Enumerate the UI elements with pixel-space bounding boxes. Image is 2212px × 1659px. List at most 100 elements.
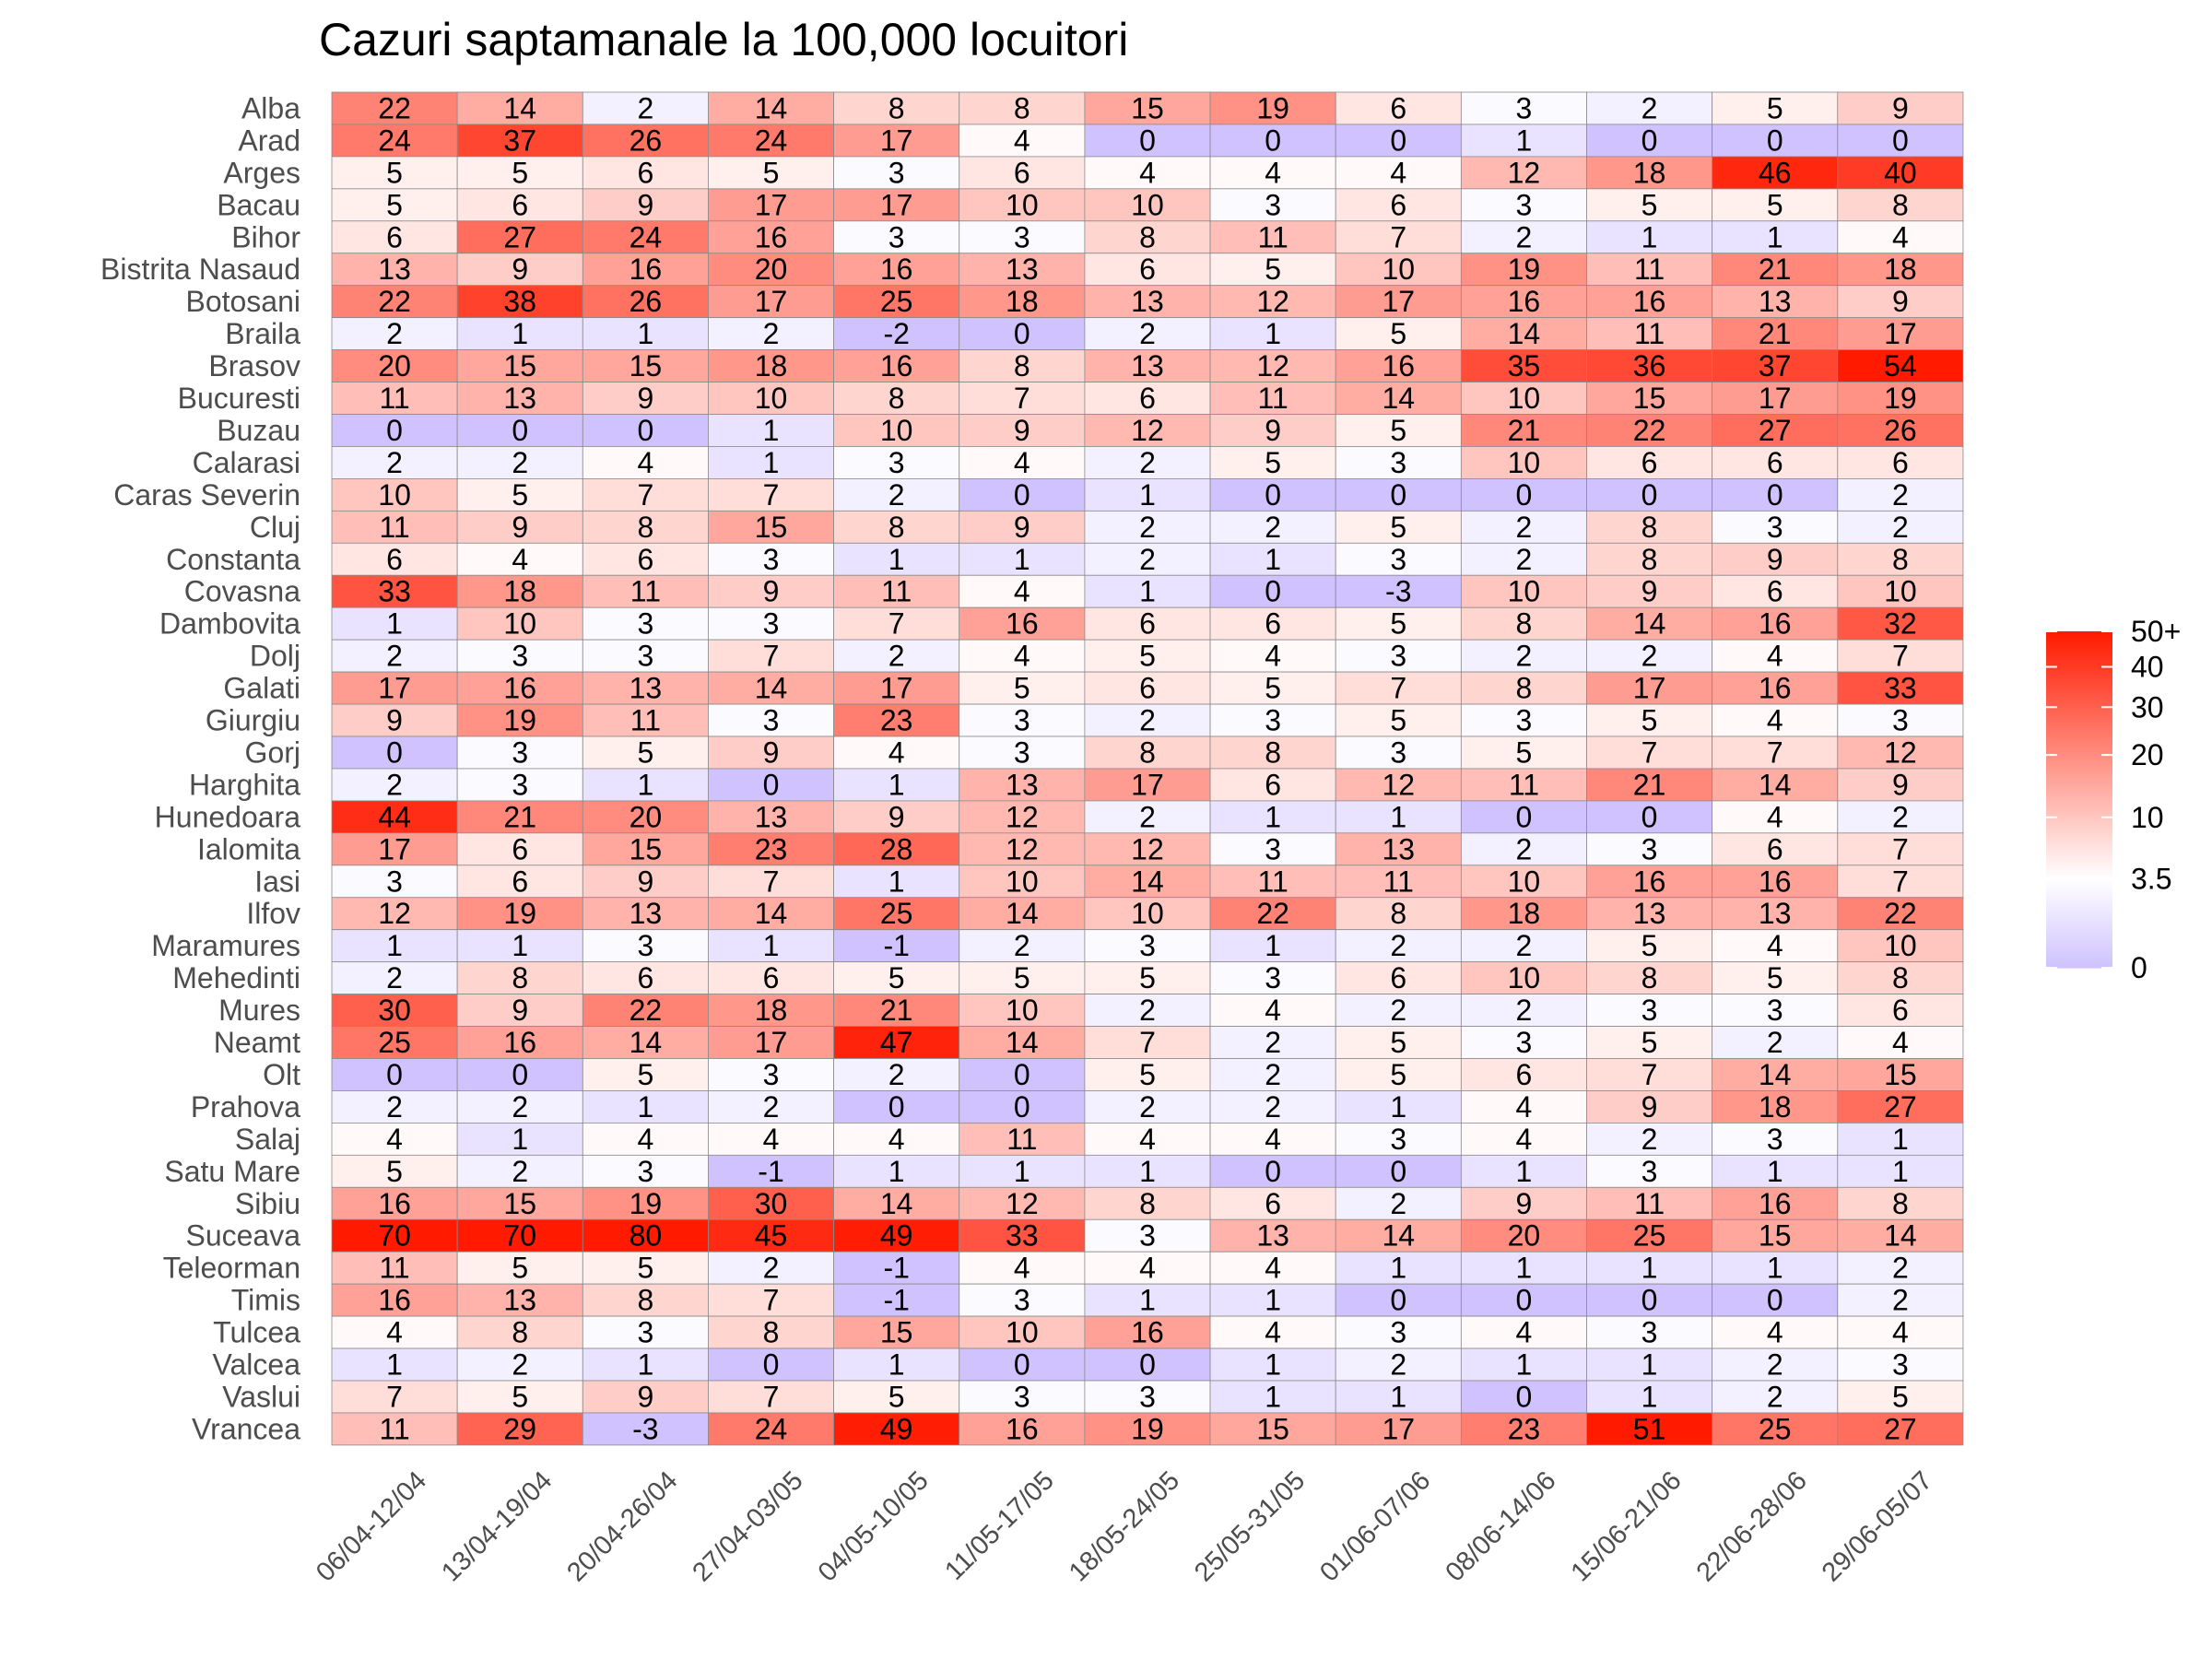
cell-value-label: 5: [763, 156, 780, 189]
heatmap-cell: [1335, 156, 1462, 190]
cell-value-label: 1: [1390, 1380, 1406, 1413]
cell-value-label: 37: [503, 124, 536, 157]
heatmap-cell: [1712, 1218, 1839, 1253]
heatmap-cell: [708, 1380, 835, 1414]
row-label: Gorj: [245, 735, 300, 769]
cell-value-label: 8: [1892, 543, 1909, 576]
heatmap-cell: [582, 1186, 709, 1220]
cell-value-label: 25: [378, 1026, 411, 1059]
cell-value-label: 12: [1884, 735, 1917, 769]
cell-value-label: 0: [512, 414, 528, 447]
heatmap-cell: [582, 703, 709, 737]
cell-value-label: 30: [755, 1187, 788, 1220]
cell-value-label: 0: [763, 1348, 780, 1382]
cell-value-label: 3: [386, 865, 403, 898]
cell-value-label: 4: [386, 1316, 403, 1349]
cell-value-label: 1: [763, 414, 780, 447]
cell-value-label: 6: [1390, 188, 1406, 221]
cell-value-label: 8: [1265, 735, 1281, 769]
cell-value-label: 35: [1508, 349, 1541, 382]
heatmap-cell: [959, 1412, 1086, 1446]
cell-value-label: 6: [386, 220, 403, 253]
heatmap-cell: [1209, 253, 1336, 287]
cell-value-label: -1: [883, 929, 909, 962]
row-label: Olt: [263, 1058, 300, 1091]
cell-value-label: 15: [629, 349, 663, 382]
legend-color-step: [2046, 853, 2112, 856]
heatmap-cell: [456, 832, 583, 866]
heatmap-cell: [833, 188, 960, 222]
heatmap-cell: [1335, 285, 1462, 319]
cell-value-label: 1: [512, 1123, 528, 1156]
heatmap-cell: [1837, 865, 1964, 899]
heatmap-cell: [1460, 1251, 1587, 1285]
heatmap-cell: [1837, 994, 1964, 1027]
heatmap-cell: [1084, 703, 1211, 737]
cell-value-label: 8: [1139, 735, 1156, 769]
heatmap-cell: [1586, 253, 1713, 287]
legend-color-step: [2046, 818, 2112, 823]
row-label: Vaslui: [222, 1380, 300, 1413]
cell-value-label: 6: [1265, 607, 1281, 641]
row-label: Teleorman: [163, 1252, 300, 1285]
cell-value-label: 19: [1884, 382, 1917, 415]
heatmap-cell: [1335, 800, 1462, 834]
heatmap-cell: [1586, 446, 1713, 479]
cell-value-label: 15: [880, 1316, 913, 1349]
heatmap-cell: [1586, 1090, 1713, 1124]
heatmap-cell: [582, 1154, 709, 1188]
cell-value-label: 0: [1014, 1058, 1030, 1091]
cell-value-label: 13: [1131, 349, 1164, 382]
cell-value-label: 7: [637, 478, 653, 512]
cell-value-label: 2: [1767, 1348, 1783, 1382]
cell-value-label: 10: [1006, 188, 1039, 221]
cell-value-label: 3: [1641, 994, 1658, 1027]
heatmap-cell: [456, 1283, 583, 1317]
cell-value-label: 2: [386, 961, 403, 994]
heatmap-cell: [1586, 671, 1713, 705]
cell-value-label: 16: [1759, 865, 1792, 898]
cell-value-label: 5: [1767, 961, 1783, 994]
cell-value-label: 5: [512, 1380, 528, 1413]
legend-tick-label: 3.5: [2131, 862, 2171, 895]
cell-value-label: 5: [512, 478, 528, 512]
legend-color-step: [2046, 729, 2112, 734]
cell-value-label: 8: [637, 511, 653, 544]
cell-value-label: 11: [630, 575, 661, 608]
cell-value-label: 2: [512, 1348, 528, 1382]
heatmap-cell: [708, 671, 835, 705]
cell-value-label: 23: [880, 704, 913, 737]
cell-value-label: 8: [763, 1316, 780, 1349]
heatmap-cell: [582, 382, 709, 415]
heatmap-cell: [456, 124, 583, 158]
legend-color-step: [2046, 762, 2112, 767]
cell-value-label: 1: [1390, 800, 1406, 833]
cell-value-label: 1: [1265, 543, 1281, 576]
cell-value-label: 9: [1516, 1187, 1533, 1220]
cell-value-label: 3: [512, 640, 528, 673]
heatmap-cell: [582, 897, 709, 931]
cell-value-label: 0: [1390, 1284, 1406, 1317]
cell-value-label: 1: [386, 929, 403, 962]
cell-value-label: 6: [1139, 607, 1156, 641]
heatmap-cell: [1335, 994, 1462, 1027]
cell-value-label: 6: [763, 961, 780, 994]
cell-value-label: 9: [637, 865, 653, 898]
legend-color-step: [2046, 724, 2112, 728]
heatmap-cell: [456, 414, 583, 447]
cell-value-label: 13: [629, 672, 663, 705]
cell-value-label: 3: [637, 929, 653, 962]
cell-value-label: 30: [378, 994, 411, 1027]
heatmap-cell: [1837, 1218, 1964, 1253]
cell-value-label: 10: [1508, 446, 1541, 479]
heatmap-cell: [1460, 865, 1587, 899]
cell-value-label: 1: [1265, 929, 1281, 962]
heatmap-cell: [1460, 961, 1587, 995]
legend-color-step: [2046, 858, 2112, 863]
heatmap-cell: [1460, 382, 1587, 415]
cell-value-label: 3: [1767, 1123, 1783, 1156]
cell-value-label: 19: [1256, 91, 1289, 124]
cell-value-label: 9: [1892, 768, 1909, 801]
cell-value-label: 16: [1006, 1412, 1039, 1445]
heatmap-cell: [582, 865, 709, 899]
